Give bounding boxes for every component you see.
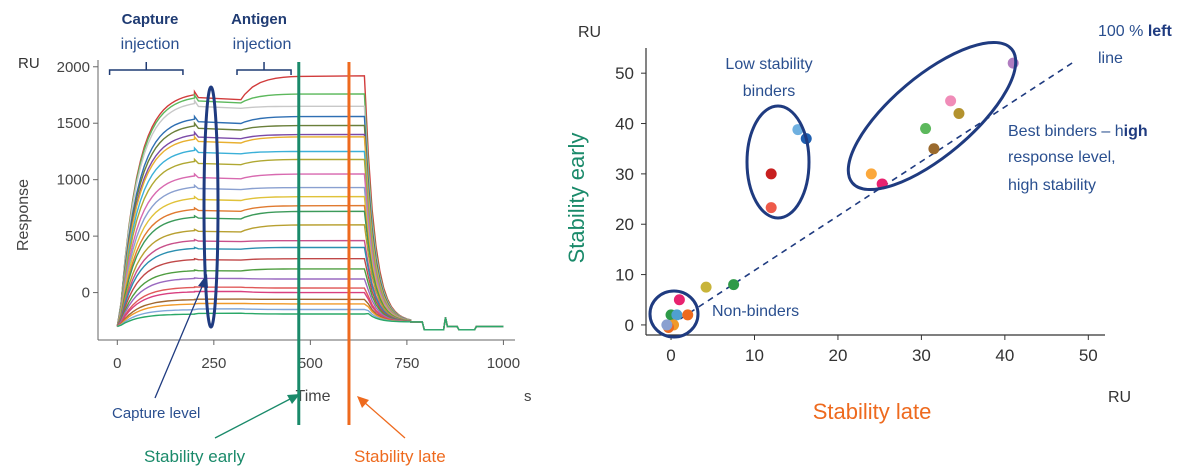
stability-late-arrow bbox=[363, 401, 406, 439]
x-tick-label: 0 bbox=[666, 346, 675, 365]
sensorgram-line bbox=[116, 210, 504, 331]
stability-scatter-chart: 50 40 30 20 10 0 0 10 20 30 40 50 RU RU Stability … bbox=[564, 23, 1172, 424]
stability-early-arrowhead bbox=[287, 394, 300, 404]
stability-late-label: Stability late bbox=[354, 447, 446, 466]
y-tick-label: 0 bbox=[625, 316, 634, 335]
y-tick-label: 1500 bbox=[57, 115, 90, 132]
best-binders-label-bold: igh bbox=[1124, 123, 1148, 140]
scatter-point bbox=[920, 123, 932, 135]
scatter-point bbox=[865, 168, 877, 180]
scatter-point bbox=[673, 294, 685, 306]
stability-early-arrow bbox=[214, 397, 293, 439]
stability-late-arrowhead bbox=[357, 396, 369, 408]
capture-injection-label: injection bbox=[121, 36, 180, 53]
x-tick-label: 30 bbox=[912, 346, 931, 365]
capture-level-label: Capture level bbox=[112, 405, 200, 422]
x-tick-label: 500 bbox=[298, 355, 323, 372]
antigen-injection-label: injection bbox=[233, 36, 292, 53]
capture-injection-bracket bbox=[108, 62, 184, 75]
y-tick-label: 0 bbox=[82, 285, 90, 302]
x-tick-label: 750 bbox=[394, 355, 419, 372]
scatter-x-ticks: 0 10 20 30 40 50 bbox=[666, 335, 1098, 365]
sensorgram-axes bbox=[97, 60, 515, 341]
sensorgram-lines bbox=[116, 75, 504, 331]
sensorgram-line bbox=[116, 146, 504, 331]
low-stability-label: Low stability bbox=[725, 56, 812, 73]
y-unit-label: RU bbox=[18, 55, 40, 72]
reference-line-label: 100 % left bbox=[1098, 23, 1172, 40]
sensorgram-line bbox=[116, 183, 504, 331]
scatter-point bbox=[765, 168, 777, 180]
x-axis-title: Stability late bbox=[813, 399, 932, 424]
x-unit-label: RU bbox=[1108, 389, 1131, 406]
scatter-point bbox=[671, 309, 683, 321]
capture-level-arrow bbox=[154, 281, 205, 399]
scatter-point bbox=[765, 202, 777, 214]
x-axis-title: Time bbox=[296, 388, 331, 405]
low-stability-label-2: binders bbox=[743, 83, 795, 100]
best-binders-label-part: Best binders – h bbox=[1008, 123, 1124, 140]
scatter-points bbox=[661, 57, 1019, 333]
y-axis-title: Response bbox=[15, 179, 32, 251]
best-binders-ellipse bbox=[846, 40, 1018, 192]
x-tick-label: 250 bbox=[201, 355, 226, 372]
y-tick-label: 10 bbox=[615, 266, 634, 285]
scatter-point bbox=[661, 319, 673, 331]
x-tick-label: 40 bbox=[995, 346, 1014, 365]
y-tick-label: 500 bbox=[65, 228, 90, 245]
sensorgram-line bbox=[116, 238, 504, 331]
capture-level-arrowhead bbox=[198, 274, 208, 288]
non-binders-label: Non-binders bbox=[712, 303, 799, 320]
scatter-point bbox=[682, 309, 694, 321]
antigen-injection-bracket bbox=[236, 62, 292, 75]
reference-line-label-bold: left bbox=[1148, 23, 1173, 40]
antigen-label: Antigen bbox=[231, 11, 287, 28]
scatter-point bbox=[945, 95, 957, 107]
sensorgram-line bbox=[116, 204, 504, 331]
scatter-point bbox=[700, 281, 712, 293]
y-tick-label: 40 bbox=[615, 115, 634, 134]
x-tick-label: 10 bbox=[745, 346, 764, 365]
scatter-point bbox=[928, 143, 940, 155]
non-binders-ellipse bbox=[648, 289, 700, 339]
y-unit-label: RU bbox=[578, 24, 601, 41]
best-binders-label: Best binders – high bbox=[1008, 123, 1148, 140]
x-tick-label: 1000 bbox=[487, 355, 520, 372]
sensorgram-line bbox=[116, 114, 504, 331]
x-tick-label: 0 bbox=[113, 355, 121, 372]
low-stability-ellipse bbox=[745, 104, 811, 220]
sensorgram-chart: 2000 1500 1000 500 0 0 250 500 750 1000 RU Respo… bbox=[15, 11, 532, 466]
stability-early-label: Stability early bbox=[144, 447, 246, 466]
scatter-y-ticks: 50 40 30 20 10 0 bbox=[615, 64, 646, 335]
y-axis-title: Stability early bbox=[564, 133, 589, 264]
best-binders-label-3: high stability bbox=[1008, 177, 1096, 194]
y-tick-label: 1000 bbox=[57, 172, 90, 189]
sensorgram-x-ticks: 0 250 500 750 1000 bbox=[113, 340, 520, 372]
scatter-point bbox=[728, 279, 740, 291]
sensorgram-line bbox=[116, 75, 504, 331]
x-tick-label: 20 bbox=[828, 346, 847, 365]
y-tick-label: 2000 bbox=[57, 59, 90, 76]
sensorgram-line bbox=[117, 312, 504, 331]
scatter-point bbox=[953, 107, 965, 119]
scatter-axes bbox=[645, 48, 1105, 336]
y-tick-label: 50 bbox=[615, 64, 634, 83]
y-tick-label: 30 bbox=[615, 165, 634, 184]
x-tick-label: 50 bbox=[1079, 346, 1098, 365]
capture-label: Capture bbox=[122, 11, 179, 28]
reference-line-label-2: line bbox=[1098, 50, 1123, 67]
y-tick-label: 20 bbox=[615, 215, 634, 234]
sensorgram-y-ticks: 2000 1500 1000 500 0 bbox=[57, 59, 98, 302]
reference-line-100pct bbox=[670, 59, 1077, 326]
best-binders-label-2: response level, bbox=[1008, 149, 1116, 166]
reference-line-label-part: 100 % bbox=[1098, 23, 1148, 40]
capture-level-ellipse bbox=[202, 85, 220, 329]
x-unit-label: s bbox=[524, 388, 532, 405]
sensorgram-line bbox=[116, 302, 504, 331]
